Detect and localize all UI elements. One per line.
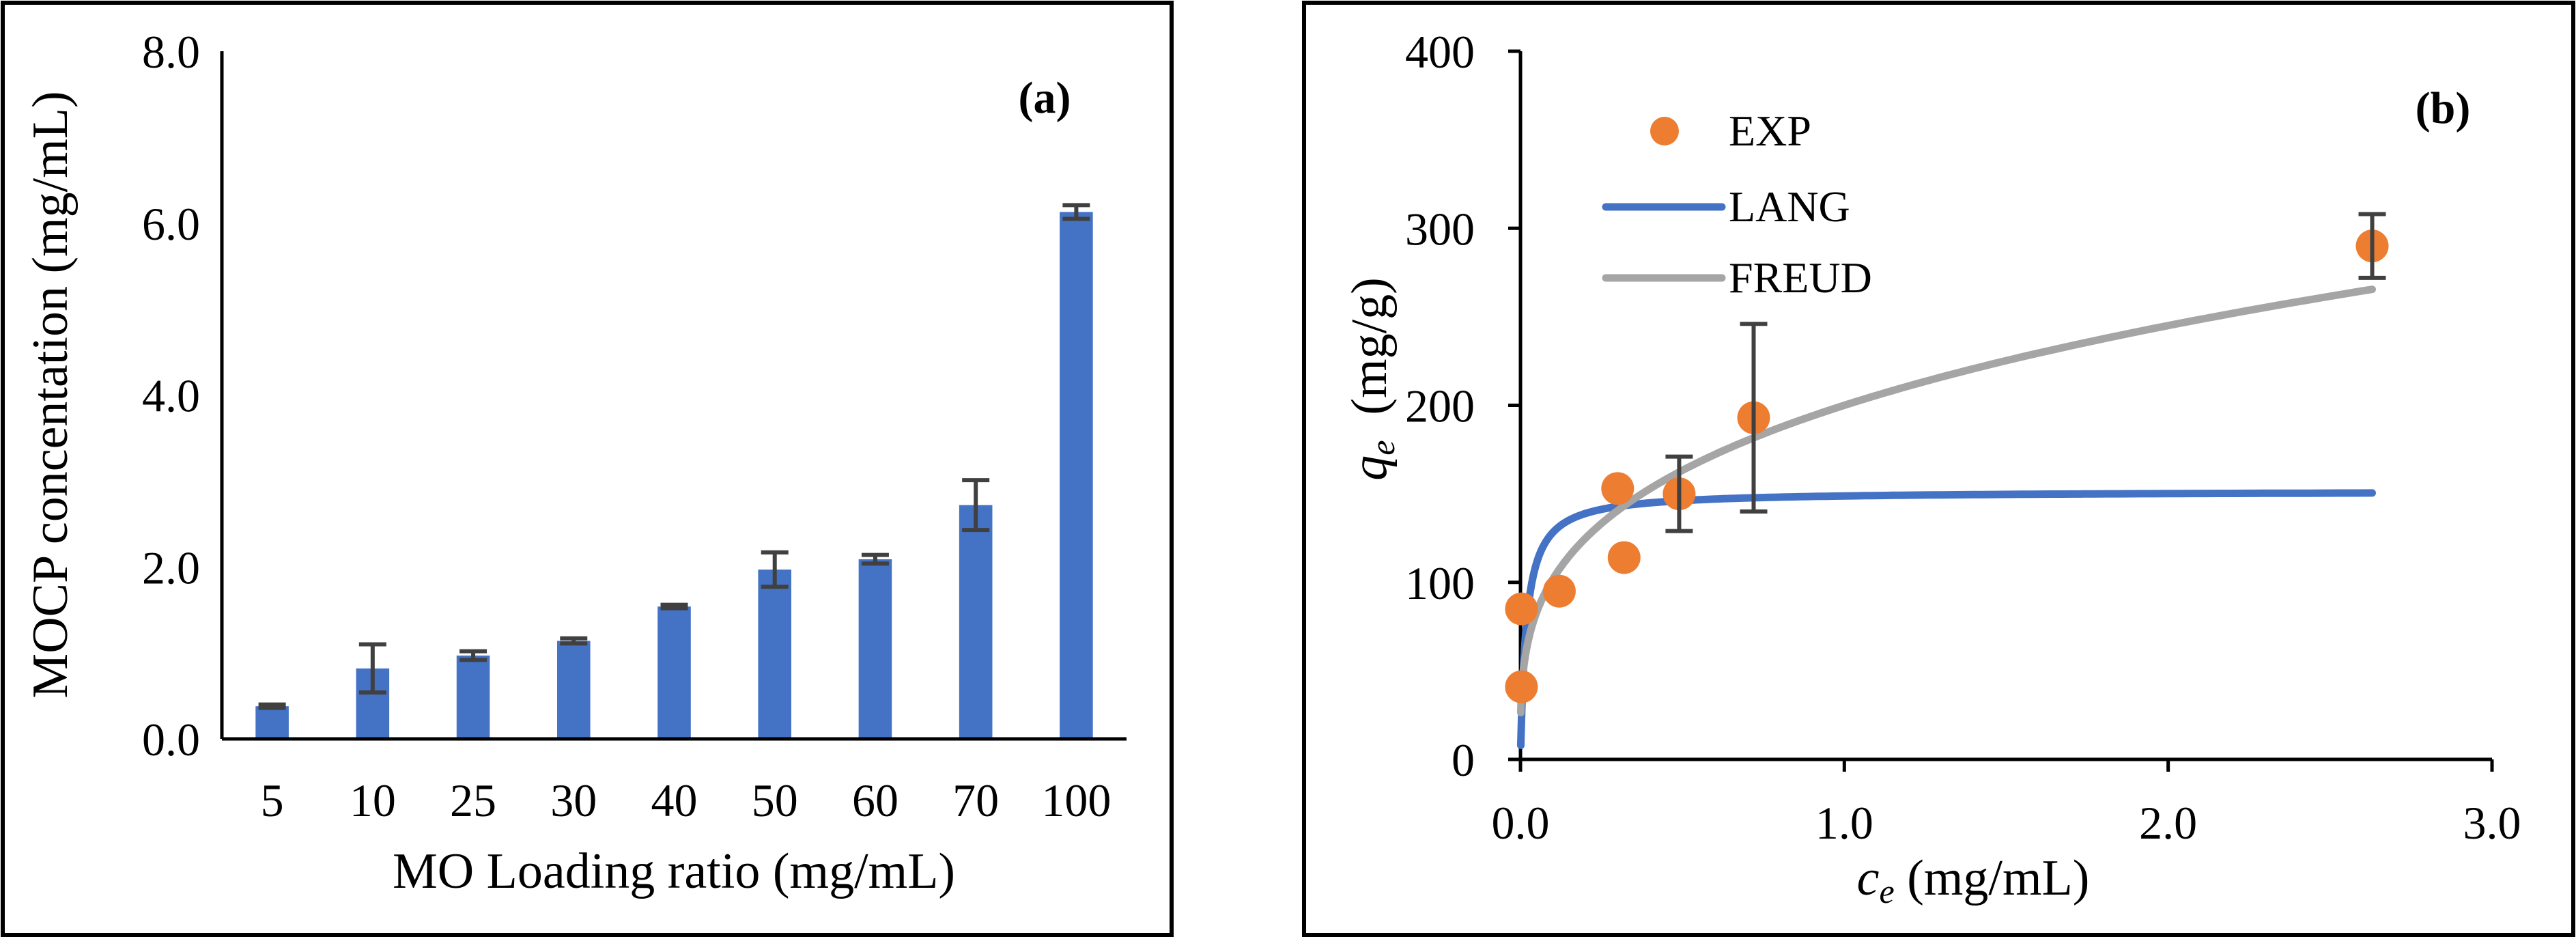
x-tick-label-40: 40 (651, 774, 698, 826)
y-axis-var: q (1342, 456, 1398, 481)
panel-a-frame (1, 1, 1174, 937)
y-tick-label: 4.0 (142, 370, 200, 422)
exp-point (1542, 574, 1576, 608)
legend-exp-marker (1650, 117, 1679, 145)
x-tick-label: 1.0 (1815, 797, 1873, 849)
y-tick-label: 300 (1405, 203, 1475, 255)
exp-point (1505, 592, 1538, 626)
y-tick-label: 0 (1452, 734, 1475, 786)
exp-point (1601, 472, 1634, 505)
y-tick-label: 0.0 (142, 714, 200, 766)
panel-b-label: (b) (2416, 83, 2471, 133)
x-tick-label-10: 10 (350, 774, 396, 826)
panel-b-tick-marks (1508, 49, 2494, 772)
y-tick-label: 400 (1405, 26, 1475, 78)
legend-freud-label: FREUD (1729, 253, 1872, 302)
x-tick-label-70: 70 (952, 774, 999, 826)
panel-a-label: (a) (1019, 73, 1071, 123)
panel-a-marks (255, 203, 1093, 740)
x-tick-label: 0.0 (1492, 797, 1550, 849)
y-tick-label: 200 (1405, 380, 1475, 432)
bar-5 (255, 706, 289, 739)
x-axis-unit: (mg/mL) (1895, 850, 2090, 906)
x-axis-var: c (1857, 850, 1880, 906)
y-tick-label: 6.0 (142, 198, 200, 250)
y-tick-label: 8.0 (142, 26, 200, 78)
panel-a: 0.0 2.0 4.0 6.0 8.0 5 10 25 30 40 50 60 70 100 (a) M… (1, 1, 1174, 937)
panel-b-x-tick-labels: 0.0 1.0 2.0 3.0 (1492, 797, 2521, 849)
panel-b-y-axis-title: qe (mg/g) (1342, 277, 1402, 481)
x-tick-label-25: 25 (450, 774, 496, 826)
legend: EXP LANG FREUD (1602, 107, 1872, 302)
x-tick-label-50: 50 (752, 774, 798, 826)
legend-lang-label: LANG (1729, 182, 1850, 231)
y-tick-label: 100 (1405, 557, 1475, 609)
panel-a-x-tick-labels: 5 10 25 30 40 50 60 70 100 (261, 774, 1112, 826)
bar-70 (959, 505, 993, 739)
legend-exp-label: EXP (1729, 107, 1811, 155)
exp-point (1505, 670, 1538, 703)
x-tick-label-100: 100 (1041, 774, 1111, 826)
bar-50 (758, 570, 792, 739)
panel-a-y-axis-title: MOCP concentation (mg/mL) (23, 91, 79, 698)
y-axis-sub: e (1363, 440, 1402, 456)
y-axis-unit: (mg/g) (1342, 277, 1398, 440)
bar-40 (657, 606, 691, 739)
panel-b-x-axis-title: ce (mg/mL) (1857, 850, 2090, 910)
bar-30 (556, 641, 591, 739)
x-tick-label: 3.0 (2463, 797, 2521, 849)
bar-100 (1060, 212, 1093, 740)
x-tick-label-60: 60 (852, 774, 898, 826)
panel-b: 0 100 200 300 400 0.0 1.0 2.0 3.0 EXP LANG FREU… (1302, 1, 2575, 937)
x-tick-label-30: 30 (550, 774, 597, 826)
exp-point (1607, 541, 1641, 574)
bar-25 (456, 655, 490, 739)
panel-b-frame (1302, 1, 2575, 937)
x-tick-label: 2.0 (2139, 797, 2197, 849)
panel-a-x-axis-title: MO Loading ratio (mg/mL) (393, 843, 955, 899)
panel-b-y-tick-labels: 0 100 200 300 400 (1405, 26, 1475, 786)
panel-a-y-tick-labels: 0.0 2.0 4.0 6.0 8.0 (142, 26, 200, 766)
x-tick-label-5: 5 (261, 774, 284, 826)
y-tick-label: 2.0 (142, 542, 200, 593)
panel-b-exp-points (1505, 212, 2389, 703)
x-axis-sub: e (1879, 872, 1894, 910)
bar-60 (858, 559, 892, 739)
